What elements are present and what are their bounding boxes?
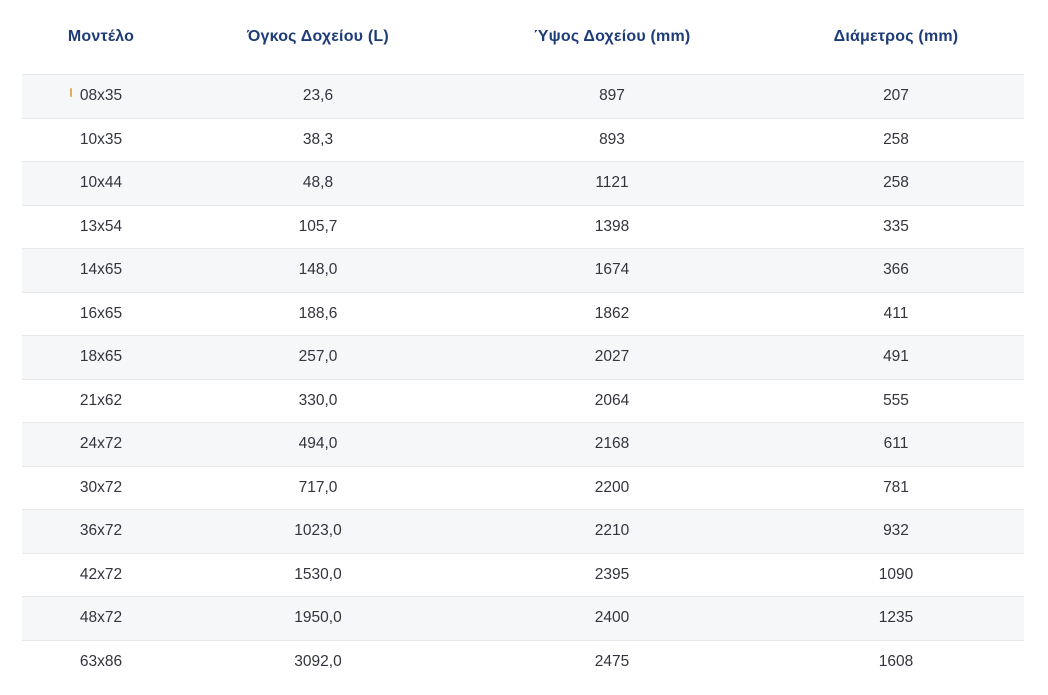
column-header-volume: Όγκος Δοχείου (L) — [247, 28, 389, 45]
cell-model: 08x35 — [22, 74, 180, 118]
cell-volume: 1023,0 — [180, 509, 456, 553]
cell-model: 10x44 — [22, 161, 180, 205]
cell-volume: 105,7 — [180, 204, 456, 249]
cell-diameter: 258 — [768, 161, 1024, 205]
cell-diameter: 411 — [768, 291, 1024, 336]
column-header-height: Ύψος Δοχείου (mm) — [533, 28, 691, 45]
cell-diameter: 781 — [768, 465, 1024, 510]
cell-volume: 48,8 — [180, 161, 456, 205]
cell-volume: 1530,0 — [180, 552, 456, 597]
cell-height: 2064 — [456, 378, 768, 423]
spec-table-header: Μοντέλο Όγκος Δοχείου (L) Ύψος Δοχείου (… — [22, 0, 1024, 75]
cell-height: 1398 — [456, 204, 768, 249]
cell-diameter: 555 — [768, 378, 1024, 423]
cell-model: 30x72 — [22, 465, 180, 510]
table-row: 36x72 1023,0 2210 932 — [22, 509, 1024, 553]
cell-volume: 330,0 — [180, 378, 456, 423]
cell-model: 63x86 — [22, 639, 180, 683]
table-row: 10x44 48,8 1121 258 — [22, 161, 1024, 205]
cell-height: 2027 — [456, 335, 768, 379]
cell-diameter: 491 — [768, 335, 1024, 379]
cell-model: 42x72 — [22, 552, 180, 597]
cell-volume: 148,0 — [180, 248, 456, 292]
table-row: 13x54 105,7 1398 335 — [22, 204, 1024, 249]
cell-height: 2475 — [456, 639, 768, 683]
cell-diameter: 1608 — [768, 639, 1024, 683]
cell-diameter: 1090 — [768, 552, 1024, 597]
cell-volume: 1950,0 — [180, 596, 456, 640]
cell-height: 1674 — [456, 248, 768, 292]
table-row: 42x72 1530,0 2395 1090 — [22, 552, 1024, 597]
cell-height: 893 — [456, 117, 768, 162]
cell-diameter: 258 — [768, 117, 1024, 162]
cell-height: 897 — [456, 74, 768, 118]
cell-model: 13x54 — [22, 204, 180, 249]
cell-model: 18x65 — [22, 335, 180, 379]
table-row: 16x65 188,6 1862 411 — [22, 291, 1024, 336]
table-row: 18x65 257,0 2027 491 — [22, 335, 1024, 379]
table-row: 48x72 1950,0 2400 1235 — [22, 596, 1024, 640]
cell-height: 1121 — [456, 161, 768, 205]
cell-diameter: 335 — [768, 204, 1024, 249]
table-row: 10x35 38,3 893 258 — [22, 117, 1024, 162]
cell-height: 2395 — [456, 552, 768, 597]
table-row: 14x65 148,0 1674 366 — [22, 248, 1024, 292]
cell-volume: 188,6 — [180, 291, 456, 336]
spec-table: Μοντέλο Όγκος Δοχείου (L) Ύψος Δοχείου (… — [22, 0, 1024, 683]
cell-volume: 3092,0 — [180, 639, 456, 683]
cell-height: 1862 — [456, 291, 768, 336]
cell-volume: 717,0 — [180, 465, 456, 510]
cell-model: 48x72 — [22, 596, 180, 640]
cell-model: 10x35 — [22, 117, 180, 162]
cell-diameter: 207 — [768, 74, 1024, 118]
cell-height: 2168 — [456, 422, 768, 466]
table-row: 21x62 330,0 2064 555 — [22, 378, 1024, 423]
cell-model: 21x62 — [22, 378, 180, 423]
cell-model: 24x72 — [22, 422, 180, 466]
cell-volume: 38,3 — [180, 117, 456, 162]
cell-volume: 494,0 — [180, 422, 456, 466]
spec-table-body: 08x35 23,6 897 207 10x35 38,3 893 258 10x44 48,8 1… — [22, 74, 1024, 683]
cell-model: 36x72 — [22, 509, 180, 553]
cell-height: 2210 — [456, 509, 768, 553]
cell-volume: 257,0 — [180, 335, 456, 379]
cell-model: 16x65 — [22, 291, 180, 336]
cell-height: 2400 — [456, 596, 768, 640]
cell-height: 2200 — [456, 465, 768, 510]
table-row: 08x35 23,6 897 207 — [22, 74, 1024, 118]
table-row: 63x86 3092,0 2475 1608 — [22, 639, 1024, 683]
cell-volume: 23,6 — [180, 74, 456, 118]
column-header-diameter: Διάμετρος (mm) — [833, 28, 959, 45]
table-row: 30x72 717,0 2200 781 — [22, 465, 1024, 510]
cell-diameter: 1235 — [768, 596, 1024, 640]
cell-diameter: 932 — [768, 509, 1024, 553]
header-row: Μοντέλο Όγκος Δοχείου (L) Ύψος Δοχείου (… — [22, 0, 1024, 75]
cell-diameter: 611 — [768, 422, 1024, 466]
cell-diameter: 366 — [768, 248, 1024, 292]
column-header-model: Μοντέλο — [67, 28, 135, 45]
table-row: 24x72 494,0 2168 611 — [22, 422, 1024, 466]
cell-model: 14x65 — [22, 248, 180, 292]
